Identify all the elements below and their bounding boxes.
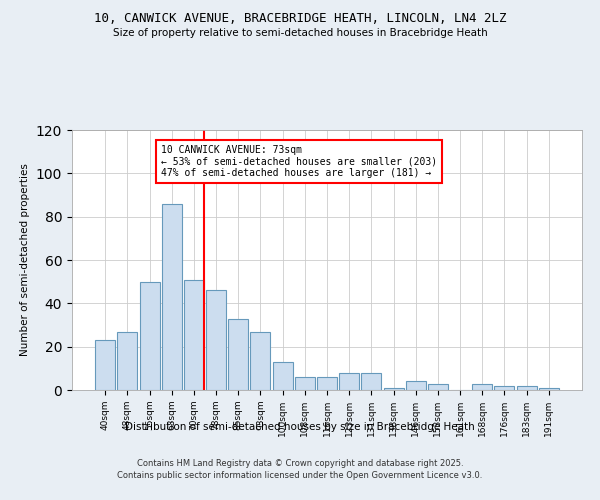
Bar xyxy=(140,282,160,390)
Bar xyxy=(517,386,536,390)
Bar xyxy=(361,372,382,390)
Bar xyxy=(95,340,115,390)
Text: Size of property relative to semi-detached houses in Bracebridge Heath: Size of property relative to semi-detach… xyxy=(113,28,487,38)
Bar xyxy=(118,332,137,390)
Y-axis label: Number of semi-detached properties: Number of semi-detached properties xyxy=(20,164,31,356)
Bar xyxy=(539,388,559,390)
Text: Distribution of semi-detached houses by size in Bracebridge Heath: Distribution of semi-detached houses by … xyxy=(125,422,475,432)
Bar xyxy=(383,388,404,390)
Bar xyxy=(472,384,492,390)
Bar xyxy=(250,332,271,390)
Bar xyxy=(494,386,514,390)
Bar xyxy=(406,382,426,390)
Bar xyxy=(339,372,359,390)
Bar xyxy=(295,377,315,390)
Bar xyxy=(317,377,337,390)
Bar xyxy=(228,318,248,390)
Text: 10, CANWICK AVENUE, BRACEBRIDGE HEATH, LINCOLN, LN4 2LZ: 10, CANWICK AVENUE, BRACEBRIDGE HEATH, L… xyxy=(94,12,506,26)
Bar xyxy=(184,280,204,390)
Text: Contains HM Land Registry data © Crown copyright and database right 2025.
Contai: Contains HM Land Registry data © Crown c… xyxy=(118,458,482,480)
Text: 10 CANWICK AVENUE: 73sqm
← 53% of semi-detached houses are smaller (203)
47% of : 10 CANWICK AVENUE: 73sqm ← 53% of semi-d… xyxy=(161,145,437,178)
Bar xyxy=(272,362,293,390)
Bar xyxy=(206,290,226,390)
Bar xyxy=(162,204,182,390)
Bar xyxy=(428,384,448,390)
